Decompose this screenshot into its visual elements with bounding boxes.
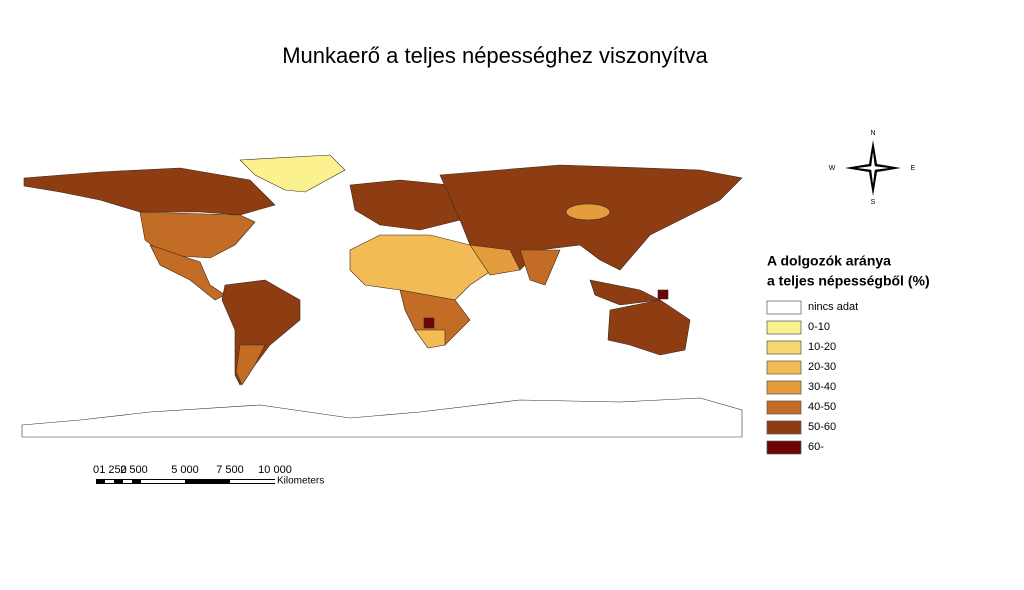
argentina [235,344,266,386]
legend-label: nincs adat [808,301,858,313]
antarctica [21,397,743,438]
legend-swatch [766,420,802,435]
legend: A dolgozók aránya a teljes népességből (… [766,253,930,455]
compass-s: S [871,199,876,206]
legend-title: a teljes népességből (%) [767,273,930,289]
legend-label: 20-30 [808,361,836,373]
india [519,249,561,286]
compass-star-inner [854,149,892,187]
usa [139,211,256,259]
legend-title: A dolgozók aránya [767,253,891,269]
scale-bar-segment [141,480,185,483]
scale-label: 7 500 [216,464,244,476]
world-map [21,154,743,438]
scale-unit: Kilometers [277,476,324,487]
legend-swatch [766,380,802,395]
legend-label: 0-10 [808,321,830,333]
legend-swatch [766,440,802,455]
title: Munkaerő a teljes népességhez viszonyítv… [282,43,708,68]
legend-swatch [766,400,802,415]
legend-label: 40-50 [808,401,836,413]
scale-label: 5 000 [171,464,199,476]
legend-label: 10-20 [808,341,836,353]
scale-bar-segment [105,480,114,483]
legend-swatch [766,320,802,335]
scale-bar-segment [123,480,132,483]
botswana [423,317,435,329]
compass: N S W E [829,130,916,206]
compass-e: E [911,165,916,172]
compass-w: W [829,165,836,172]
legend-label: 60- [808,441,824,453]
southeast-asia [589,279,662,306]
legend-swatch [766,340,802,355]
greenland [239,154,346,193]
legend-swatch [766,360,802,375]
middle-east [469,244,521,276]
scale-label: 1 250 [99,464,127,476]
europe [349,179,461,231]
scale-bar-segment [230,480,275,483]
scale-bar-body [96,479,275,484]
papua [657,289,669,300]
legend-label: 30-40 [808,381,836,393]
legend-swatch [766,300,802,315]
mongolia [565,203,611,221]
north-africa [349,234,501,301]
central-america [149,244,226,301]
scale-label: 2 500 [120,464,148,476]
south-america [221,279,301,386]
scale-label: 10 000 [258,464,292,476]
compass-n: N [870,130,875,137]
canada [23,167,276,216]
australia [607,299,691,356]
legend-label: 50-60 [808,421,836,433]
scale-label: 0 [93,464,99,476]
southern-africa [414,329,446,349]
